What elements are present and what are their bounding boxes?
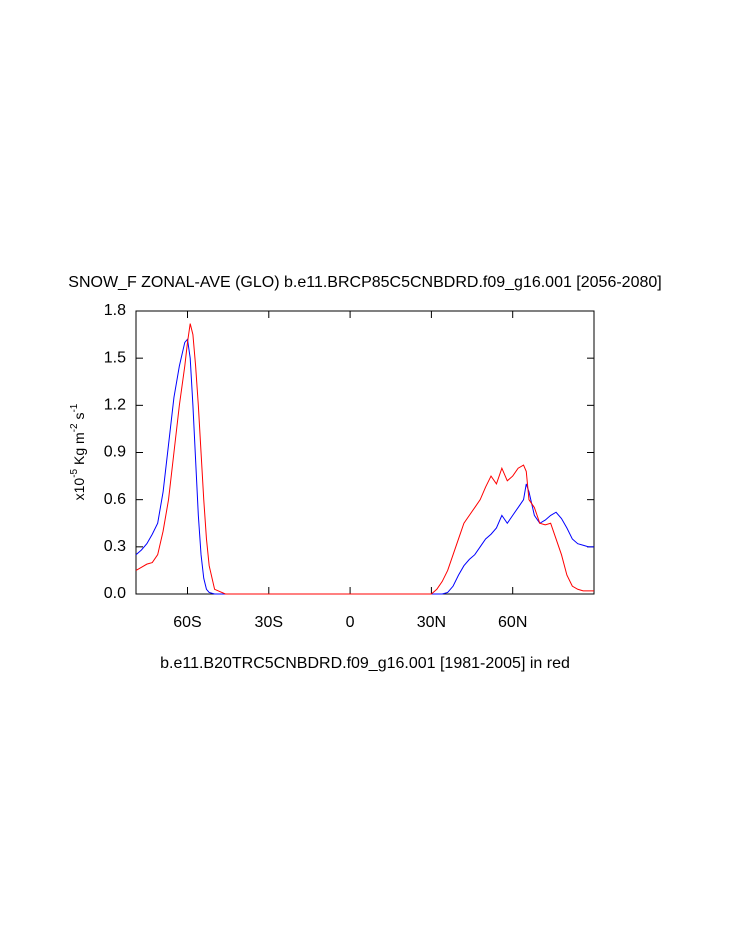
- y-tick-label: 1.8: [104, 302, 126, 319]
- data-line: [135, 323, 594, 595]
- y-tick-label: 1.5: [104, 349, 126, 366]
- y-tick-label: 0.9: [104, 444, 126, 461]
- x-tick-label: 30S: [255, 614, 283, 631]
- y-tick-label: 1.2: [104, 397, 126, 414]
- y-tick-label: 0.0: [104, 585, 126, 602]
- plot-frame: [135, 310, 595, 595]
- data-line: [135, 338, 594, 595]
- y-label-part: Kg m: [71, 432, 87, 469]
- y-axis-label: x10-5 Kg m-2 s-1: [69, 403, 87, 500]
- y-label-part: x10: [71, 478, 87, 501]
- y-label-superscript: -1: [69, 403, 80, 412]
- y-label-part: s: [71, 413, 87, 424]
- chart-title: SNOW_F ZONAL-AVE (GLO) b.e11.BRCP85C5CNB…: [68, 274, 661, 291]
- y-label-superscript: -2: [69, 423, 80, 432]
- y-label-superscript: -5: [69, 468, 80, 477]
- x-axis-label: b.e11.B20TRC5CNBDRD.f09_g16.001 [1981-20…: [160, 655, 570, 672]
- x-tick-label: 60N: [498, 614, 527, 631]
- y-tick-label: 0.6: [104, 491, 126, 508]
- y-tick-label: 0.3: [104, 538, 126, 555]
- x-tick-label: 60S: [173, 614, 201, 631]
- x-tick-label: 30N: [417, 614, 446, 631]
- x-tick-label: 0: [346, 614, 355, 631]
